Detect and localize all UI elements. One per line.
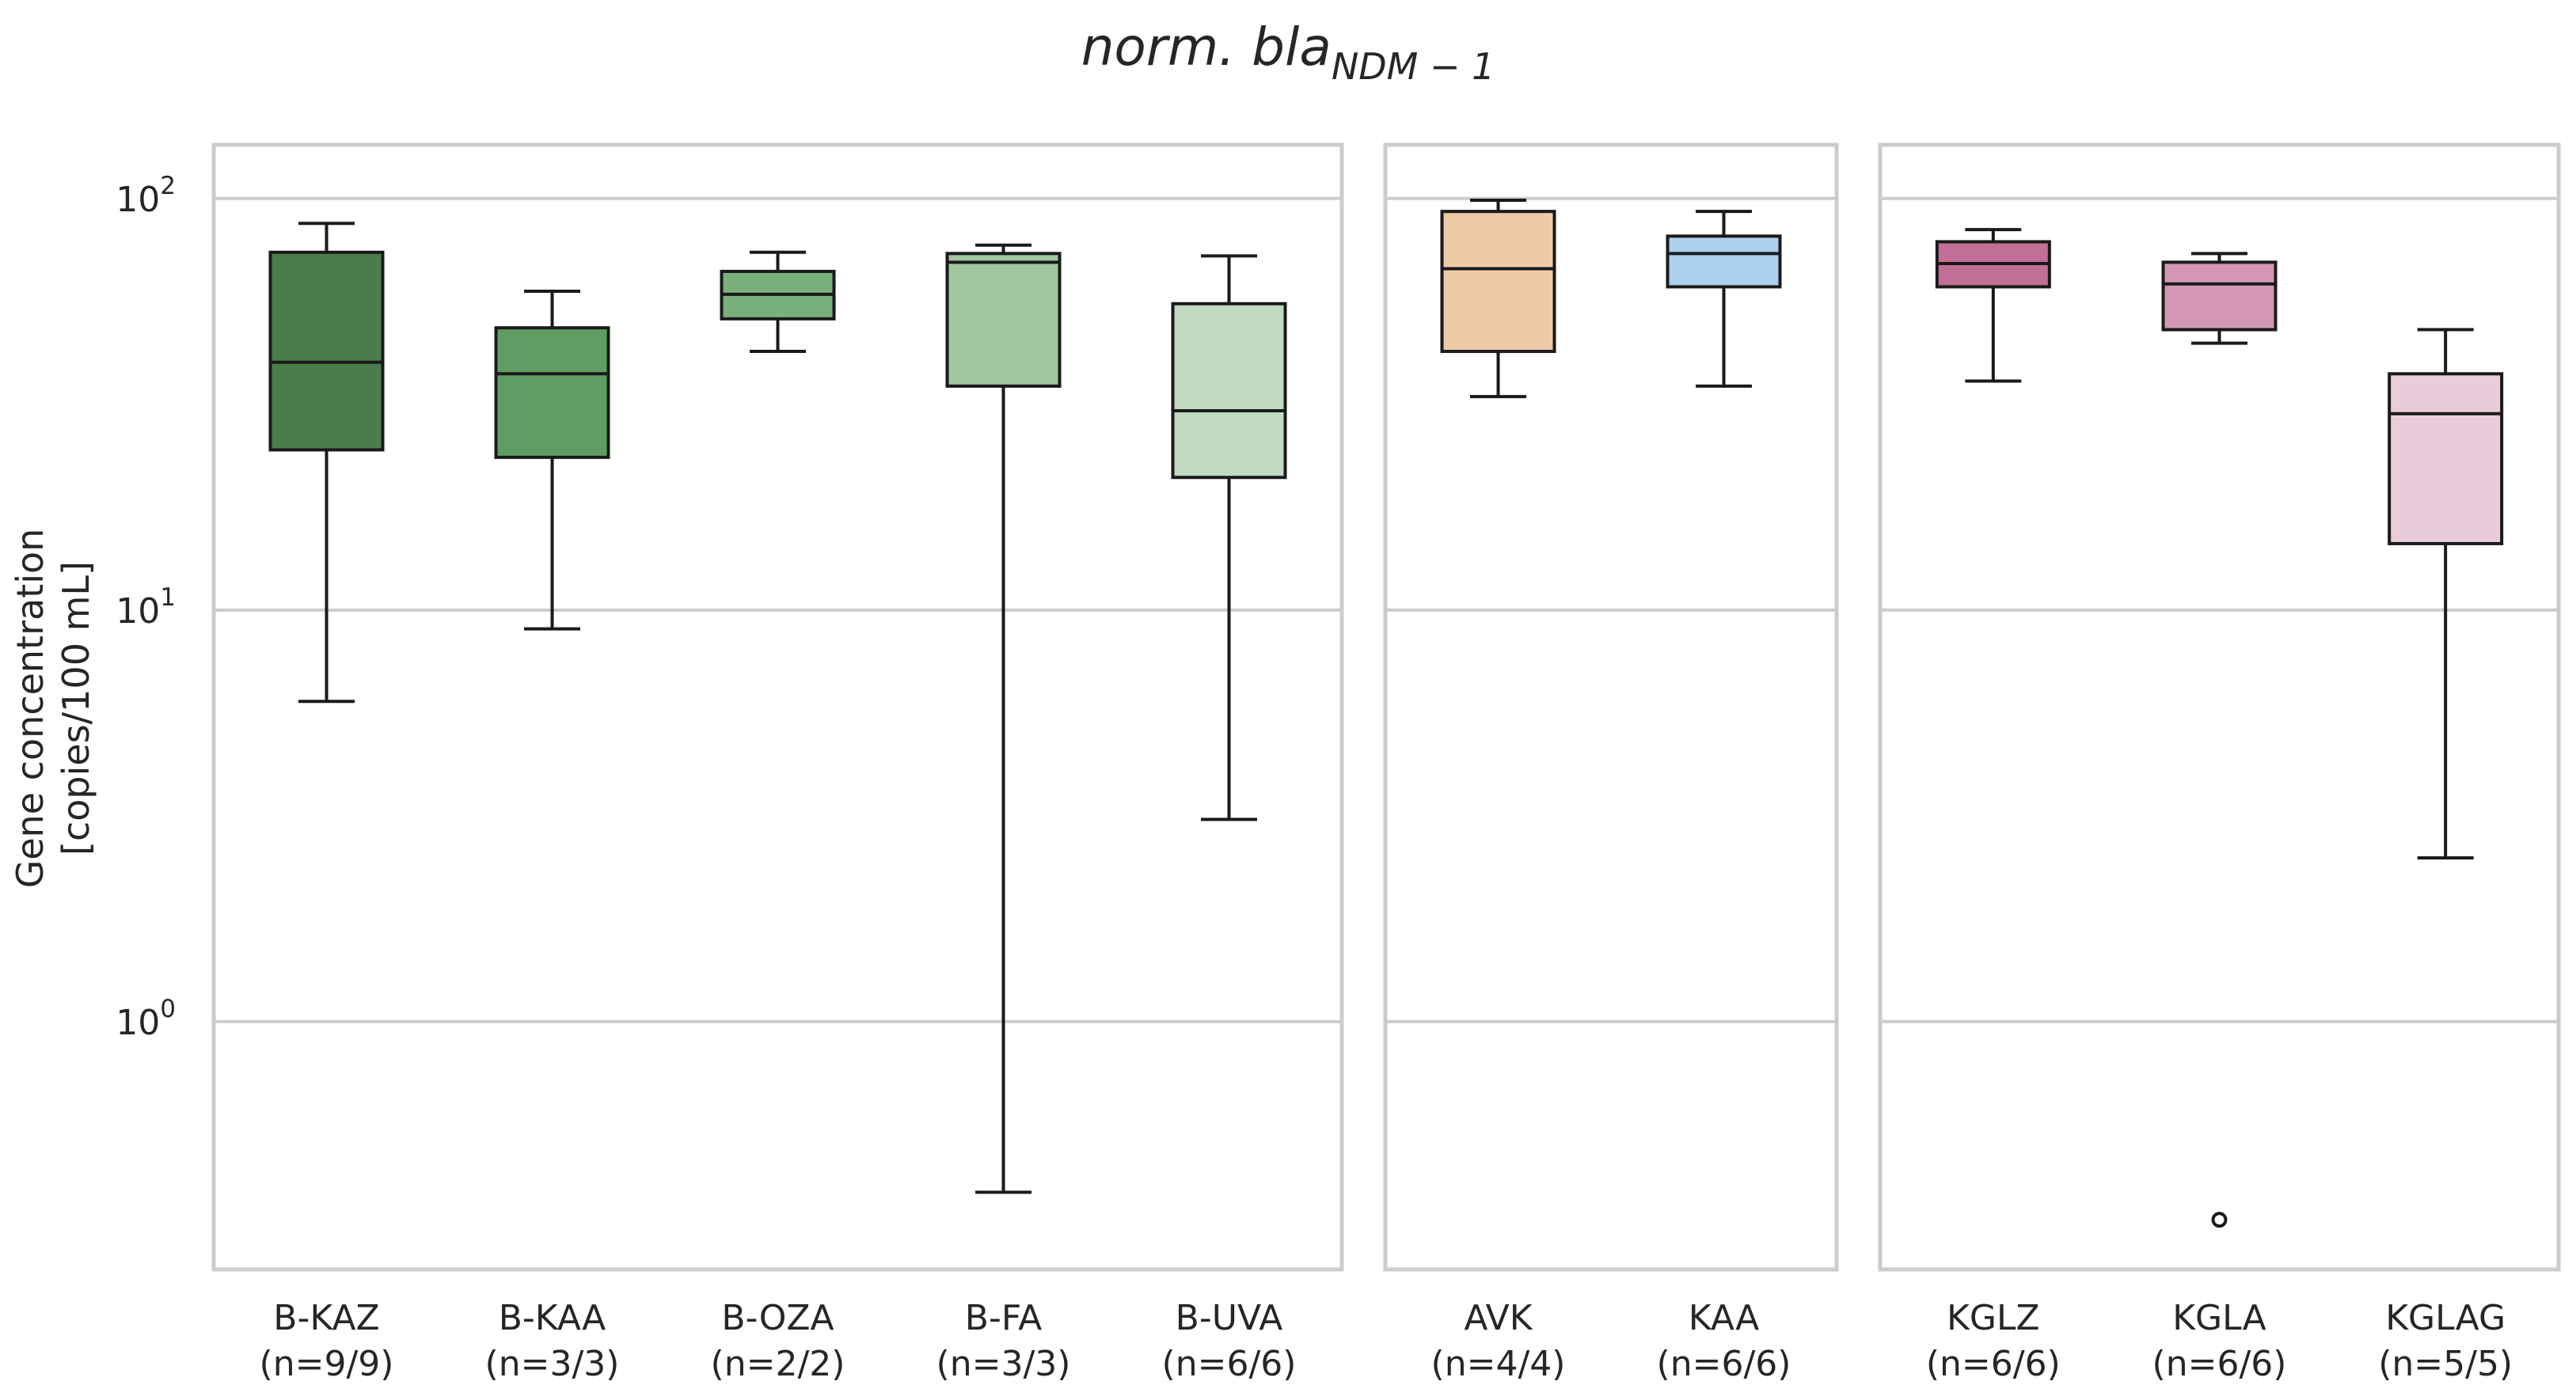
plot-area: 100 101 102 B-KAZ (n=9/9) B-KAA (n=3/3) B-OZA (n…	[116, 142, 2561, 1384]
box-b-kaz	[268, 222, 385, 704]
panel-frame	[211, 142, 1344, 1272]
box-kgla	[2161, 252, 2278, 1228]
box-kglz	[1935, 228, 2051, 383]
x-tick-label-kglag: KGLAG	[2385, 1298, 2506, 1338]
panel-3: KGLZ (n=6/6) KGLA (n=6/6) KGLAG (n=5/5)	[1878, 142, 2561, 1384]
iqr-box	[268, 250, 385, 452]
x-tick-count-kglag: (n=5/5)	[2378, 1344, 2513, 1384]
x-tick-count-b-kaz: (n=9/9)	[260, 1344, 394, 1384]
box-b-fa	[945, 243, 1062, 1194]
box-b-oza	[720, 250, 836, 354]
iqr-box	[1666, 234, 1782, 289]
x-tick-label-b-kaa: B-KAA	[499, 1298, 606, 1338]
iqr-box	[1171, 302, 1287, 480]
chart-title: norm. blaNDM − 1	[1081, 17, 1495, 88]
box-avk	[1440, 199, 1556, 399]
chart-title-subscript: NDM − 1	[1332, 45, 1495, 88]
panel-frame	[1878, 142, 2561, 1272]
panel-1: 100 101 102 B-KAZ (n=9/9) B-KAA (n=3/3) B-OZA (n…	[116, 142, 1344, 1384]
x-tick-label-b-oza: B-OZA	[721, 1298, 834, 1338]
x-tick-count-b-fa: (n=3/3)	[937, 1344, 1071, 1384]
x-tick-label-kaa: KAA	[1689, 1298, 1760, 1338]
x-tick-label-kgla: KGLA	[2172, 1298, 2266, 1338]
box-b-uva	[1171, 254, 1287, 821]
outlier-point	[2211, 1212, 2228, 1228]
y-axis-label-line2: [copies/100 mL]	[55, 561, 97, 856]
chart-title-main: norm. bla	[1081, 17, 1332, 78]
x-tick-label-avk: AVK	[1464, 1298, 1533, 1338]
y-axis-label-line1: Gene concentration	[9, 529, 51, 889]
box-kglag	[2388, 328, 2504, 859]
y-axis-label: Gene concentration [copies/100 mL]	[9, 529, 97, 889]
panel-2: AVK (n=4/4) KAA (n=6/6)	[1383, 142, 1839, 1384]
iqr-box	[945, 252, 1062, 388]
x-tick-label-b-kaz: B-KAZ	[273, 1298, 379, 1338]
x-tick-label-b-uva: B-UVA	[1176, 1298, 1283, 1338]
panel-frame	[1383, 142, 1839, 1272]
x-tick-count-kgla: (n=6/6)	[2152, 1344, 2287, 1384]
iqr-box	[2388, 372, 2504, 545]
y-tick-label: 100	[116, 995, 176, 1043]
x-tick-count-b-kaa: (n=3/3)	[485, 1344, 620, 1384]
x-tick-count-kaa: (n=6/6)	[1657, 1344, 1791, 1384]
iqr-box	[2161, 260, 2278, 332]
x-tick-label-b-fa: B-FA	[965, 1298, 1042, 1338]
box-kaa	[1666, 210, 1782, 388]
x-tick-count-kglz: (n=6/6)	[1926, 1344, 2061, 1384]
iqr-box	[1440, 210, 1556, 354]
y-tick-label: 101	[116, 583, 176, 632]
x-tick-count-b-oza: (n=2/2)	[711, 1344, 845, 1384]
iqr-box	[494, 326, 610, 459]
y-tick-label: 102	[116, 172, 176, 220]
x-tick-count-avk: (n=4/4)	[1431, 1344, 1566, 1384]
box-b-kaa	[494, 290, 610, 631]
x-tick-label-kglz: KGLZ	[1947, 1298, 2040, 1338]
x-tick-count-b-uva: (n=6/6)	[1162, 1344, 1297, 1384]
